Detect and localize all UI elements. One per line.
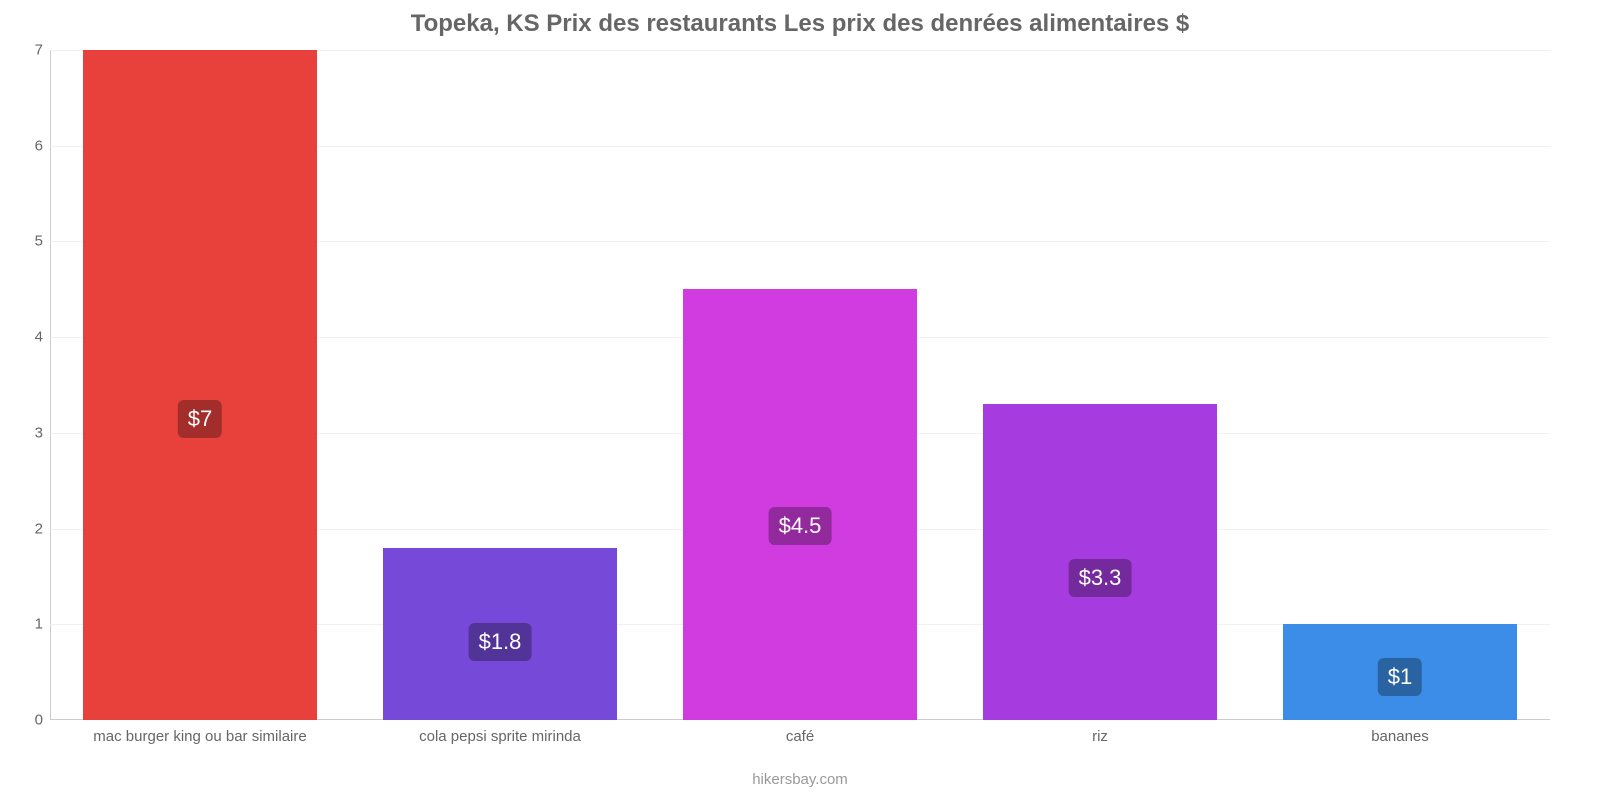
x-tick-label: café — [786, 728, 814, 745]
bar — [683, 289, 917, 720]
y-tick-label: 6 — [15, 137, 43, 154]
chart-title: Topeka, KS Prix des restaurants Les prix… — [0, 10, 1600, 38]
x-tick-label: mac burger king ou bar similaire — [93, 728, 306, 745]
y-tick-label: 3 — [15, 424, 43, 441]
y-axis-line — [50, 50, 51, 720]
bar-value-label: $7 — [178, 400, 222, 438]
x-tick-label: bananes — [1371, 728, 1429, 745]
y-tick-label: 0 — [15, 712, 43, 729]
bar-value-label: $1.8 — [469, 623, 532, 661]
credit-text: hikersbay.com — [0, 771, 1600, 788]
bar — [83, 50, 317, 720]
plot-area: 01234567$7$1.8$4.5$3.3$1 — [50, 50, 1550, 720]
y-tick-label: 5 — [15, 233, 43, 250]
bar-value-label: $1 — [1378, 658, 1422, 696]
bar-value-label: $4.5 — [769, 507, 832, 545]
y-tick-label: 2 — [15, 520, 43, 537]
x-tick-label: cola pepsi sprite mirinda — [419, 728, 581, 745]
x-tick-label: riz — [1092, 728, 1108, 745]
bar-value-label: $3.3 — [1069, 559, 1132, 597]
y-tick-label: 7 — [15, 42, 43, 59]
y-tick-label: 1 — [15, 616, 43, 633]
bar-chart: Topeka, KS Prix des restaurants Les prix… — [0, 0, 1600, 800]
y-tick-label: 4 — [15, 329, 43, 346]
